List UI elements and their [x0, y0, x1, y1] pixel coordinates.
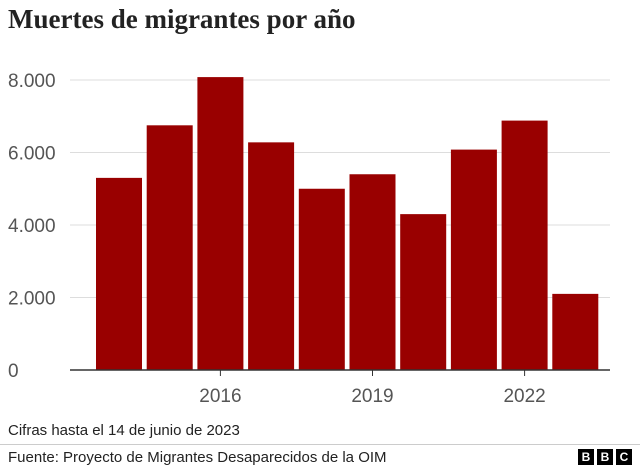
- bar: [146, 125, 193, 370]
- bar: [552, 293, 599, 370]
- y-tick-label: 8.000: [8, 71, 56, 92]
- y-tick-label: 2.000: [8, 289, 56, 310]
- bar: [248, 142, 295, 370]
- bar: [197, 77, 244, 370]
- source-text: Fuente: Proyecto de Migrantes Desapareci…: [8, 449, 387, 466]
- logo-letter: C: [616, 449, 632, 465]
- bars: [96, 77, 599, 370]
- bar: [501, 120, 548, 370]
- footer: Fuente: Proyecto de Migrantes Desapareci…: [0, 444, 640, 469]
- logo-letter: B: [597, 449, 613, 465]
- bar: [450, 149, 497, 370]
- bar-chart: 0 2.000 4.000 6.000 8.000 2016 2019 2022: [8, 71, 610, 407]
- y-tick-label: 0: [8, 361, 19, 382]
- chart-title: Muertes de migrantes por año: [8, 4, 356, 34]
- bar: [298, 188, 345, 370]
- x-tick-label: 2022: [503, 386, 545, 407]
- bar: [349, 174, 396, 370]
- y-tick-label: 4.000: [8, 216, 56, 237]
- x-tick-label: 2019: [351, 386, 393, 407]
- y-tick-label: 6.000: [8, 144, 56, 165]
- axes: 0 2.000 4.000 6.000 8.000 2016 2019 2022: [8, 71, 610, 407]
- data-note: Cifras hasta el 14 de junio de 2023: [8, 422, 240, 439]
- bar: [96, 177, 142, 370]
- bbc-logo: B B C: [578, 449, 632, 465]
- logo-letter: B: [578, 449, 594, 465]
- bar: [400, 214, 447, 370]
- x-tick-label: 2016: [199, 386, 241, 407]
